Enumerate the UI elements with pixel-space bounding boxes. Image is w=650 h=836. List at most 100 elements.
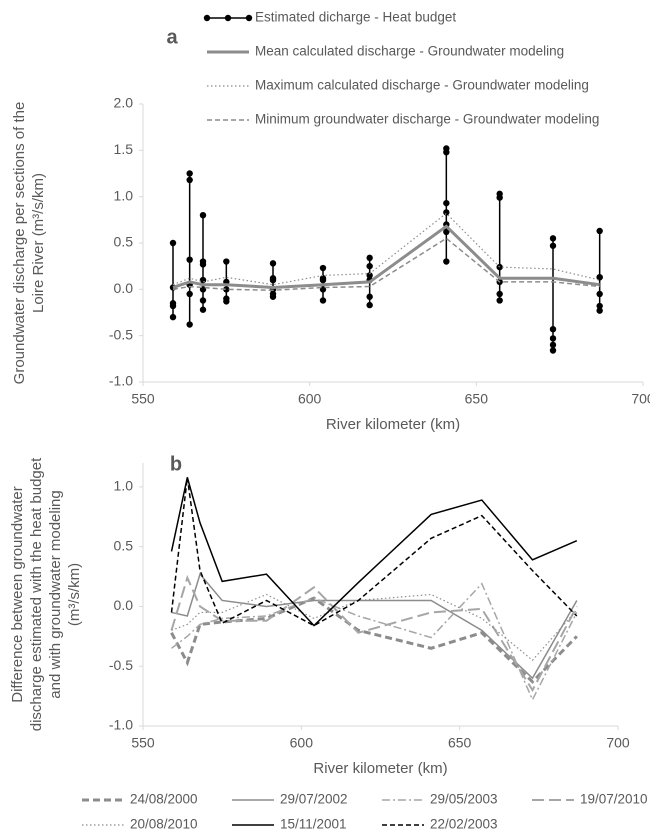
data-point [443, 258, 450, 265]
data-point [223, 286, 230, 293]
data-point [223, 298, 230, 305]
x-tick-label: 650 [465, 391, 489, 407]
data-point [186, 176, 193, 184]
legend-label: 29/05/2003 [430, 792, 498, 807]
series-line [171, 593, 578, 662]
y-axis-title: Groundwater discharge per sections of th… [11, 102, 28, 385]
data-point [549, 347, 557, 354]
data-point [319, 276, 327, 284]
data-point [186, 170, 193, 177]
x-tick-label: 600 [298, 391, 322, 407]
data-point [269, 276, 277, 284]
series-line [172, 212, 600, 286]
series-line [171, 582, 578, 702]
data-point [186, 290, 193, 298]
legend-label: 24/08/2000 [130, 792, 198, 807]
legend-label: Estimated dicharge - Heat budget [255, 10, 456, 25]
data-point [269, 293, 277, 300]
data-point [199, 306, 207, 313]
data-point [366, 301, 373, 309]
series-line [172, 237, 600, 292]
y-tick-label: 2.0 [114, 95, 134, 111]
y-tick-label: 0.0 [114, 280, 134, 296]
y-tick-label: 1.5 [114, 141, 134, 157]
x-tick-label: 550 [131, 735, 155, 751]
data-point [596, 290, 603, 298]
x-tick-label: 550 [131, 391, 155, 407]
data-point [199, 297, 207, 304]
y-tick-label: -0.5 [109, 326, 133, 342]
data-point [596, 302, 603, 310]
y-tick-label: 1.0 [114, 478, 134, 494]
x-axis-title: River kilometer (km) [326, 416, 460, 433]
data-point [199, 261, 207, 268]
series-line [170, 574, 578, 693]
series-line [172, 224, 600, 289]
legend-label: Minimum groundwater discharge - Groundwa… [255, 112, 599, 127]
data-point [496, 263, 503, 271]
x-tick-label: 650 [448, 735, 472, 751]
data-point [549, 341, 557, 349]
legend-label: Mean calculated discharge - Groundwater … [255, 44, 564, 59]
data-point [199, 212, 207, 219]
data-point [596, 274, 603, 281]
data-point [269, 260, 277, 267]
legend-label: 15/11/2001 [280, 817, 347, 832]
series-line [170, 596, 578, 684]
data-point [366, 254, 373, 262]
data-point [199, 276, 207, 284]
legend-label: 20/08/2010 [130, 817, 198, 832]
data-point [169, 313, 177, 321]
legend-label: 19/07/2010 [580, 792, 648, 807]
legend-marker [203, 14, 211, 22]
data-point [223, 258, 230, 265]
y-tick-label: 0.5 [114, 234, 134, 250]
y-tick-label: 0.5 [114, 537, 134, 553]
legend-marker [224, 14, 232, 22]
data-point [169, 239, 177, 247]
data-point [496, 290, 503, 298]
data-point [443, 199, 450, 207]
x-tick-label: 600 [290, 735, 314, 751]
data-point [443, 228, 450, 236]
data-point [186, 256, 193, 263]
data-point [366, 262, 373, 270]
y-axis-title: Difference between groundwater [9, 486, 26, 703]
series-line [170, 477, 578, 627]
data-point [366, 293, 373, 300]
data-point [366, 272, 373, 279]
panel-label: b [170, 453, 182, 475]
y-tick-label: 0.0 [114, 597, 134, 613]
data-point [319, 297, 327, 304]
series-line [171, 572, 578, 680]
y-tick-label: -0.5 [109, 657, 133, 673]
x-axis-title: River kilometer (km) [313, 760, 447, 777]
x-tick-label: 700 [631, 391, 650, 407]
data-point [443, 148, 450, 156]
legend-label: 22/02/2003 [430, 817, 498, 832]
data-point [549, 335, 557, 342]
x-tick-label: 700 [606, 735, 630, 751]
data-point [496, 194, 503, 201]
y-axis-title: discharge estimated with the heat budget [28, 457, 45, 731]
panel-label: a [166, 26, 178, 48]
y-tick-label: 1.0 [114, 187, 134, 203]
data-point [169, 302, 177, 310]
data-point [549, 242, 557, 249]
series-line [170, 477, 578, 627]
data-point [596, 227, 603, 235]
data-point [319, 264, 327, 272]
data-point [549, 325, 557, 333]
legend-marker [245, 14, 253, 22]
y-tick-label: -1.0 [109, 373, 133, 389]
y-axis-title: (m³/s/km) [66, 563, 83, 626]
legend-label: Maximum calculated discharge - Groundwat… [255, 78, 589, 93]
data-point [549, 235, 557, 242]
series-line [172, 148, 601, 351]
y-axis-title: Loire River (m³/s/km) [30, 173, 47, 313]
data-point [596, 307, 603, 314]
y-axis-title: and with groundwater modeling [47, 490, 64, 698]
data-point [186, 321, 193, 328]
data-point [443, 209, 450, 216]
